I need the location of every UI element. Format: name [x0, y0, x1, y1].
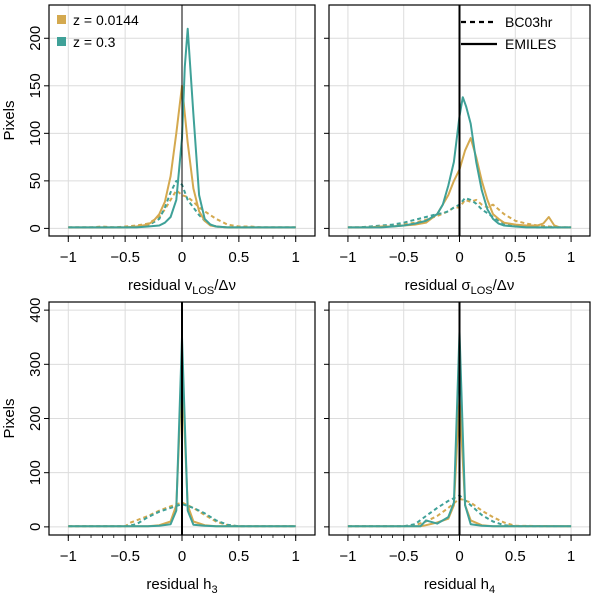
- x-tick-label: 1: [292, 548, 300, 565]
- y-tick-label: 400: [27, 298, 44, 323]
- y-axis-title: Pixels: [1, 100, 18, 140]
- x-axis-title: residual vLOS/Δν: [128, 277, 236, 297]
- x-tick-label: −1: [60, 548, 77, 565]
- x-tick-label: 0.5: [505, 249, 526, 266]
- x-tick-label: −0.5: [389, 249, 419, 266]
- legend-label: z = 0.0144: [73, 12, 139, 28]
- y-tick-label: 100: [27, 121, 44, 146]
- legend-label: BC03hr: [505, 14, 553, 30]
- x-tick-label: 0.5: [228, 249, 249, 266]
- x-axis-title: residual h3: [146, 576, 217, 595]
- y-tick-label: 150: [27, 73, 44, 98]
- y-tick-label: 0: [27, 224, 44, 232]
- legend-swatch: [57, 37, 66, 46]
- x-tick-label: −0.5: [110, 548, 140, 565]
- x-axis-title: residual h4: [424, 576, 495, 595]
- y-tick-label: 200: [27, 406, 44, 431]
- series-line-bc03hr-z03: [68, 179, 296, 229]
- x-tick-label: 1: [567, 548, 575, 565]
- x-tick-label: −1: [339, 249, 356, 266]
- y-tick-label: 100: [27, 460, 44, 485]
- x-tick-label: 1: [292, 249, 300, 266]
- x-tick-label: −1: [339, 548, 356, 565]
- x-tick-label: 0.5: [228, 548, 249, 565]
- x-tick-label: −0.5: [110, 249, 140, 266]
- series-line-bc03hr-z0144: [347, 198, 572, 229]
- x-tick-label: −1: [60, 249, 77, 266]
- y-tick-label: 200: [27, 26, 44, 51]
- x-tick-label: 0: [455, 249, 463, 266]
- legend-label: z = 0.3: [73, 34, 116, 50]
- panel-2: −1 −0.5 0 0.5 1 residual σLOS/Δν: [324, 4, 591, 297]
- x-tick-label: 0: [178, 249, 186, 266]
- y-tick-label: 0: [27, 523, 44, 531]
- panel-3: −1 −0.5 0 0.5 1 0 100 200 300 400 Pixels residual h…: [1, 298, 316, 595]
- x-tick-label: −0.5: [389, 548, 419, 565]
- x-tick-label: 1: [567, 249, 575, 266]
- series-line-emiles-z03: [68, 27, 296, 229]
- y-tick-label: 300: [27, 352, 44, 377]
- series-line-emiles-z03: [347, 330, 572, 528]
- x-tick-label: 0: [455, 548, 463, 565]
- x-axis-title: residual σLOS/Δν: [405, 277, 515, 297]
- legend-swatch: [57, 15, 66, 24]
- x-tick-label: 0.5: [505, 548, 526, 565]
- x-tick-label: 0: [178, 548, 186, 565]
- y-axis-title: Pixels: [1, 398, 18, 438]
- panel-1: −1 −0.5 0 0.5 1 0 50 100 150 200 Pixels residual vL…: [1, 4, 316, 297]
- panel-4: −1 −0.5 0 0.5 1 residual h4: [324, 301, 591, 595]
- legend-label: EMILES: [505, 36, 556, 52]
- y-tick-label: 50: [27, 173, 44, 190]
- series-line-emiles-z03: [347, 96, 572, 229]
- series-line-bc03hr-z03: [68, 503, 296, 528]
